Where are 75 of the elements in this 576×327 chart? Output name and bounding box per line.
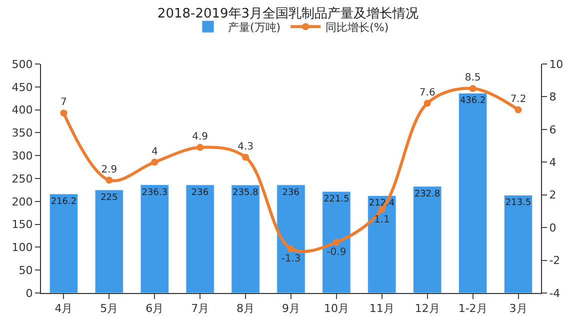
data-label: 235.8 — [232, 188, 259, 198]
data-label: 1.1 — [374, 214, 390, 226]
point — [151, 158, 158, 166]
data-label: 232.8 — [414, 189, 440, 200]
x-tick-label: 7月 — [191, 302, 210, 316]
bar — [413, 186, 442, 293]
bar — [140, 184, 169, 293]
data-label: 7 — [60, 97, 67, 108]
bar — [276, 184, 306, 293]
y-tick-label: 0 — [26, 286, 33, 300]
data-label: 8.5 — [464, 72, 481, 84]
y-tick-label: 350 — [12, 126, 33, 140]
x-tick-label: 6月 — [146, 302, 164, 316]
legend-label: 产量(万吨) — [228, 20, 281, 34]
y-tick-label: 250 — [12, 172, 33, 186]
point — [424, 100, 431, 107]
bar — [504, 194, 533, 293]
x-tick-label: 1-2月 — [458, 302, 488, 316]
bar — [49, 194, 78, 293]
data-label: 236 — [191, 188, 209, 198]
y2-tick-label: 6 — [549, 123, 556, 136]
x-tick-label: 3月 — [509, 302, 528, 316]
y2-tick-label: 4 — [549, 156, 556, 169]
y2-tick-label: -2 — [549, 254, 560, 268]
data-label: 4.9 — [192, 132, 208, 143]
y2-tick-label: 2 — [549, 188, 556, 202]
x-tick-label: 4月 — [54, 302, 73, 316]
legend-label: 同比增长(%) — [326, 20, 389, 34]
y2-tick-label: 8 — [549, 90, 556, 104]
y-tick-label: 150 — [12, 218, 33, 232]
x-tick-label: 12月 — [414, 302, 440, 316]
point — [60, 110, 68, 117]
data-label: 7.6 — [419, 87, 436, 98]
data-label: -1.3 — [281, 254, 301, 265]
x-tick-label: 8月 — [236, 302, 255, 316]
y-tick-label: 200 — [12, 195, 33, 208]
point — [469, 85, 476, 92]
data-label: 7.2 — [510, 94, 526, 105]
point — [332, 238, 340, 246]
data-label: 216.2 — [50, 196, 77, 207]
x-tick-label: 10月 — [324, 302, 349, 316]
y-tick-label: 450 — [12, 80, 33, 94]
y-tick-label: 100 — [12, 241, 33, 254]
y-tick-label: 400 — [12, 104, 33, 117]
point — [196, 144, 204, 151]
x-tick-label: 9月 — [282, 302, 300, 316]
data-label: 236 — [282, 188, 300, 198]
bar — [458, 92, 488, 293]
bar — [368, 195, 396, 293]
data-label: 225 — [100, 192, 118, 203]
chart-title: 2018-2019年3月全国乳制品产量及增长情况 — [157, 6, 419, 22]
bar — [94, 190, 124, 293]
data-label: 213.5 — [505, 198, 532, 208]
y2-tick-label: 0 — [549, 221, 556, 234]
y-tick-label: 50 — [18, 264, 33, 277]
point — [242, 154, 250, 161]
x-tick-label: 11月 — [369, 302, 394, 316]
bar — [186, 184, 214, 293]
data-label: 436.2 — [460, 96, 486, 106]
data-label: 221.5 — [324, 194, 350, 205]
x-tick-label: 5月 — [100, 302, 118, 316]
data-label: 4 — [151, 146, 158, 158]
y2-tick-label: -4 — [549, 286, 560, 300]
data-label: 4.3 — [238, 141, 254, 152]
point — [106, 176, 113, 184]
y-tick-label: 500 — [12, 58, 33, 71]
point — [514, 106, 522, 114]
bar — [231, 184, 260, 293]
y-tick-label: 300 — [12, 149, 33, 162]
point — [288, 245, 294, 252]
bar — [322, 191, 351, 293]
y2-tick-label: 10 — [549, 58, 564, 71]
data-label: 2.9 — [101, 164, 118, 176]
data-label: -0.9 — [326, 247, 346, 258]
data-label: 236.3 — [142, 188, 168, 198]
